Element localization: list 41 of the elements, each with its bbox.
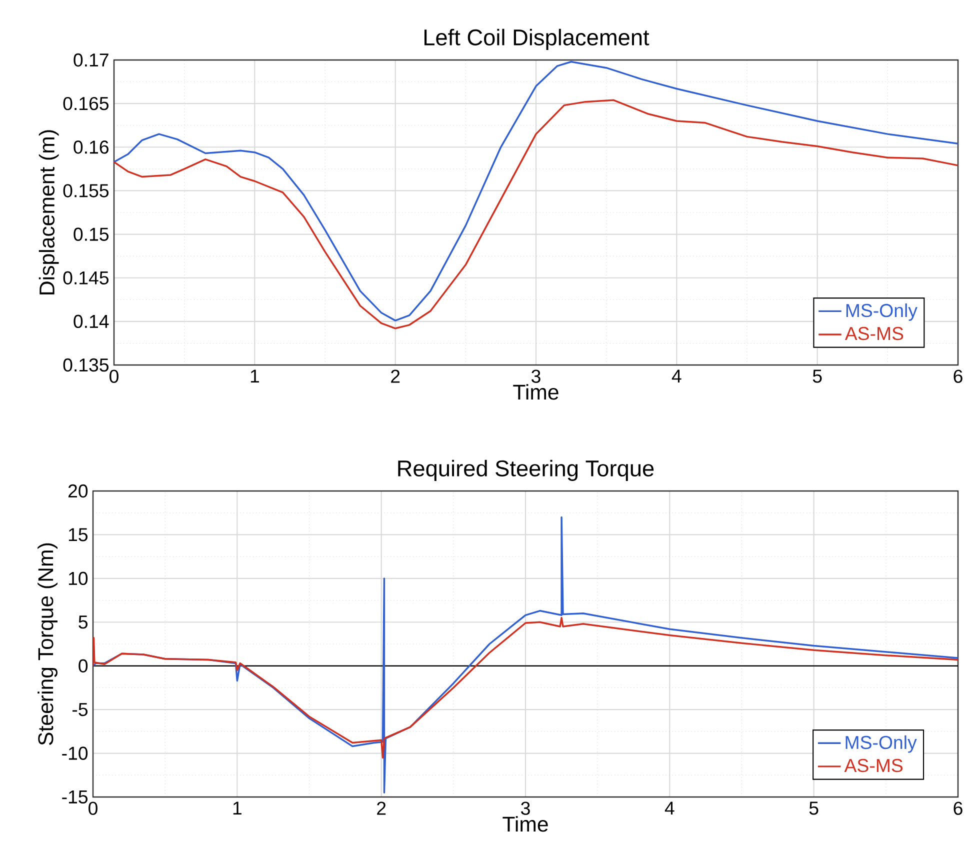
y-tick-label: 0 (78, 659, 88, 672)
x-tick-label: 2 (391, 370, 400, 383)
y-tick-label: -10 (62, 746, 88, 760)
y-tick-label: 0.155 (63, 184, 109, 198)
y-tick-label: 0.145 (63, 271, 109, 284)
x-tick-label: 5 (809, 802, 818, 815)
y-tick-label: 0.17 (74, 53, 108, 67)
y-tick-label: -5 (72, 703, 88, 716)
y-tick-label: 20 (68, 484, 88, 498)
y-tick-label: 0.16 (74, 140, 108, 154)
x-tick-label: 2 (377, 802, 386, 815)
x-tick-label: 6 (954, 802, 962, 815)
chart-title: Left Coil Displacement (424, 28, 650, 50)
x-tick-label: 4 (672, 370, 682, 383)
y-tick-label: 0.165 (63, 96, 109, 110)
y-tick-label: 5 (78, 616, 88, 629)
x-tick-label: 5 (812, 370, 822, 383)
x-tick-label: 0 (110, 370, 118, 383)
x-tick-label: 6 (954, 370, 962, 383)
y-axis-title: Displacement (m) (38, 130, 59, 294)
x-tick-label: 3 (532, 370, 540, 383)
y-axis-title: Steering Torque (Nm) (38, 543, 58, 746)
y-tick-label: 0.15 (74, 228, 109, 241)
legend-label: MS-Only (846, 303, 918, 321)
y-tick-label: 0.135 (63, 358, 109, 372)
line-series (114, 60, 958, 322)
y-tick-label: 15 (68, 528, 88, 542)
x-tick-label: 4 (664, 802, 674, 815)
chart-title: Required Steering Torque (398, 460, 654, 481)
legend-label: AS-MS (844, 326, 904, 340)
x-tick-label: 1 (250, 370, 259, 383)
legend-label: AS-MS (844, 758, 903, 772)
legend-label: MS-Only (846, 735, 917, 753)
y-tick-label: 10 (68, 572, 88, 586)
x-axis-title: Time (513, 384, 558, 400)
x-tick-label: 1 (233, 802, 242, 815)
line-series (93, 616, 958, 759)
y-tick-label: -15 (62, 790, 88, 804)
x-axis-title: Time (502, 816, 548, 832)
y-tick-label: 0.14 (74, 314, 109, 328)
x-tick-label: 3 (521, 802, 530, 815)
